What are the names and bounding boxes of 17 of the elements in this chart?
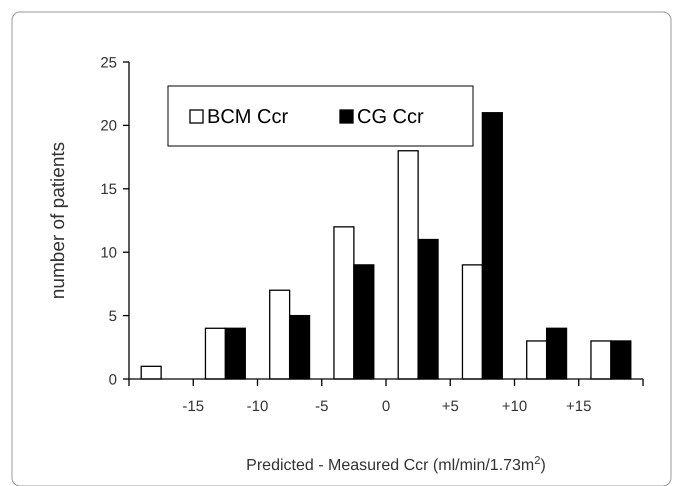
y-tick-label: 25	[100, 54, 117, 72]
x-tick-label: +5	[442, 398, 459, 415]
y-tick-label: 20	[100, 118, 117, 135]
x-tick-label: -5	[315, 398, 328, 415]
legend-label: BCM Ccr	[207, 106, 288, 128]
y-tick-label: 10	[100, 244, 117, 262]
y-tick-label: 15	[100, 181, 117, 198]
x-tick-label: 0	[382, 398, 390, 415]
x-tick-label: +10	[502, 398, 528, 415]
y-tick-label: 0	[108, 371, 117, 388]
y-axis-title: number of patients	[48, 142, 69, 300]
x-tick-label: +15	[566, 398, 592, 415]
legend-label: CG Ccr	[357, 106, 424, 128]
x-tick-label: -15	[182, 398, 204, 415]
x-axis-title: Predicted - Measured Ccr (ml/min/1.73m$^{2}$)	[246, 455, 546, 474]
x-tick-label: -10	[246, 398, 268, 415]
y-tick-label: 5	[108, 308, 117, 325]
